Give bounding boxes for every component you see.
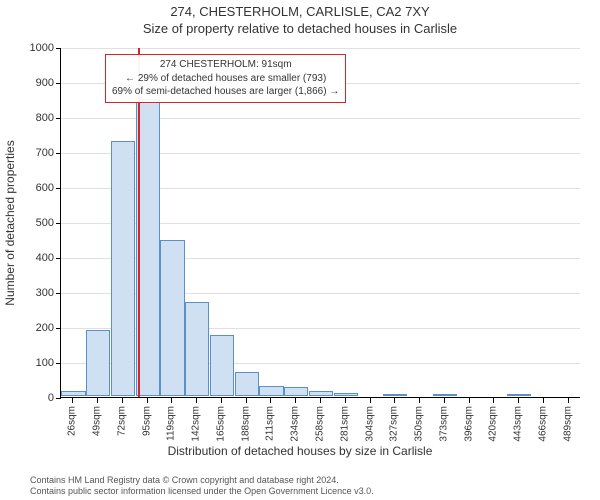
ytick-mark [56,328,61,329]
ytick-mark [56,363,61,364]
x-axis-label: Distribution of detached houses by size … [0,444,600,458]
xtick-mark [246,398,247,403]
xtick-mark [72,398,73,403]
xtick-label: 489sqm [562,406,573,442]
xtick-label: 396sqm [463,406,474,442]
page-title-line1: 274, CHESTERHOLM, CARLISLE, CA2 7XY [0,0,600,19]
ytick-label: 800 [14,112,54,124]
histogram-bar [334,393,358,397]
histogram-bar [235,372,259,397]
histogram-bar [507,394,531,396]
footer-line1: Contains HM Land Registry data © Crown c… [30,475,374,487]
xtick-label: 234sqm [290,406,301,442]
xtick-label: 327sqm [389,406,400,442]
xtick-mark [469,398,470,403]
ytick-mark [56,223,61,224]
xtick-label: 142sqm [191,406,202,442]
histogram-bar [259,386,283,397]
xtick-mark [518,398,519,403]
xtick-mark [295,398,296,403]
xtick-mark [122,398,123,403]
xtick-mark [394,398,395,403]
ytick-mark [56,83,61,84]
ytick-mark [56,258,61,259]
xtick-mark [444,398,445,403]
xtick-mark [543,398,544,403]
xtick-label: 49sqm [92,406,103,436]
ytick-label: 0 [14,392,54,404]
page-title-line2: Size of property relative to detached ho… [0,19,600,40]
xtick-mark [97,398,98,403]
histogram-bar [433,394,457,396]
xtick-label: 26sqm [67,406,78,436]
histogram-bar [86,330,110,397]
xtick-mark [320,398,321,403]
ytick-label: 700 [14,147,54,159]
xtick-mark [419,398,420,403]
xtick-label: 373sqm [438,406,449,442]
ytick-mark [56,118,61,119]
xtick-label: 165sqm [215,406,226,442]
xtick-mark [345,398,346,403]
xtick-mark [221,398,222,403]
histogram-bar [160,240,184,396]
xtick-label: 188sqm [240,406,251,442]
xtick-label: 281sqm [339,406,350,442]
plot-area: 274 CHESTERHOLM: 91sqm ← 29% of detached… [60,48,580,398]
annotation-line3: 69% of semi-detached houses are larger (… [112,85,339,99]
ytick-label: 400 [14,252,54,264]
xtick-label: 258sqm [315,406,326,442]
xtick-mark [370,398,371,403]
histogram-bar [383,394,407,396]
histogram-bar [210,335,234,396]
histogram-bar [309,391,333,396]
xtick-label: 95sqm [141,406,152,436]
ytick-label: 200 [14,322,54,334]
ytick-label: 300 [14,287,54,299]
xtick-mark [171,398,172,403]
annotation-line2: ← 29% of detached houses are smaller (79… [112,72,339,86]
ytick-label: 500 [14,217,54,229]
ytick-label: 600 [14,182,54,194]
footer-line2: Contains public sector information licen… [30,486,374,498]
xtick-mark [270,398,271,403]
ytick-mark [56,398,61,399]
xtick-label: 119sqm [166,406,177,441]
ytick-mark [56,293,61,294]
annotation-box: 274 CHESTERHOLM: 91sqm ← 29% of detached… [105,54,346,103]
xtick-label: 72sqm [116,406,127,436]
xtick-label: 350sqm [414,406,425,442]
footer: Contains HM Land Registry data © Crown c… [30,475,374,498]
xtick-label: 420sqm [488,406,499,442]
xtick-label: 304sqm [364,406,375,442]
xtick-mark [196,398,197,403]
ytick-mark [56,188,61,189]
ytick-mark [56,153,61,154]
ytick-label: 900 [14,77,54,89]
xtick-mark [568,398,569,403]
xtick-label: 443sqm [513,406,524,442]
histogram-bar [61,391,85,396]
histogram-bar [284,387,308,396]
chart-container: 274, CHESTERHOLM, CARLISLE, CA2 7XY Size… [0,0,600,500]
xtick-label: 211sqm [265,406,276,441]
ytick-label: 1000 [14,42,54,54]
ytick-mark [56,48,61,49]
ytick-label: 100 [14,357,54,369]
xtick-label: 466sqm [537,406,548,442]
histogram-bar [111,141,135,397]
annotation-line1: 274 CHESTERHOLM: 91sqm [112,58,339,72]
histogram-bar [185,302,209,397]
xtick-mark [147,398,148,403]
xtick-mark [493,398,494,403]
